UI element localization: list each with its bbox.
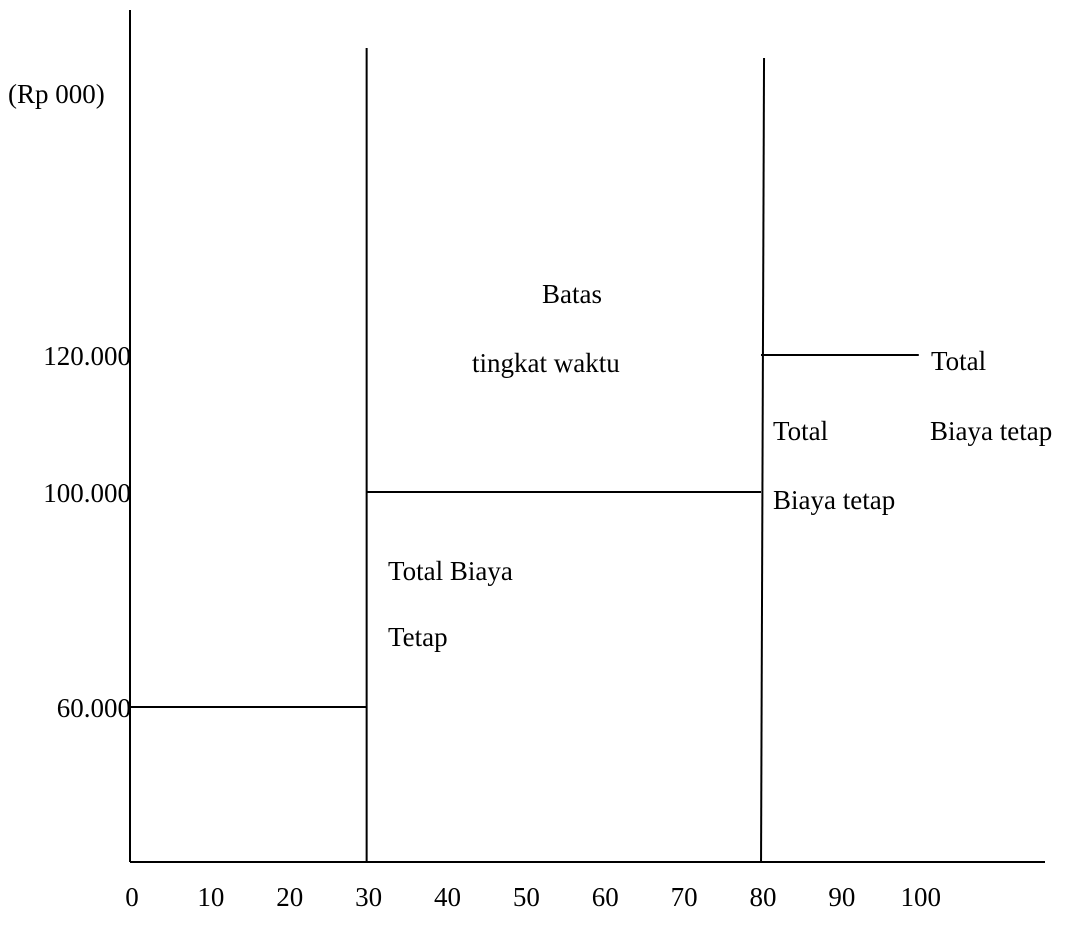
boundary-line xyxy=(760,57,766,863)
x-tick-label: 80 xyxy=(750,882,777,912)
annotation-line: Total Biaya xyxy=(388,556,513,586)
y-tick-label: 100.000 xyxy=(43,478,131,508)
y-tick-label: 120.000 xyxy=(43,341,131,371)
boundary-lines xyxy=(365,48,766,863)
x-tick-label: 10 xyxy=(197,882,224,912)
x-tick-label: 20 xyxy=(276,882,303,912)
annotation-line: tingkat waktu xyxy=(472,348,620,378)
cost-steps xyxy=(130,354,919,708)
y-tick-labels: 60.000 100.000 120.000 xyxy=(43,341,131,723)
x-tick-label: 0 xyxy=(125,882,139,912)
x-tick-labels: 0 10 20 30 40 50 60 70 80 90 100 xyxy=(125,882,941,912)
x-tick-label: 90 xyxy=(828,882,855,912)
annotation-line: Batas xyxy=(542,279,602,309)
x-tick-label: 40 xyxy=(434,882,461,912)
annotation-line: Total xyxy=(773,416,828,446)
y-axis-label: (Rp 000) xyxy=(8,79,105,109)
x-tick-label: 60 xyxy=(592,882,619,912)
x-tick-label: 70 xyxy=(671,882,698,912)
x-tick-label: 100 xyxy=(901,882,942,912)
annotation-line: Biaya tetap xyxy=(930,416,1052,446)
annotation-line: Biaya tetap xyxy=(773,485,895,515)
x-tick-label: 30 xyxy=(355,882,382,912)
y-tick-label: 60.000 xyxy=(57,693,131,723)
x-tick-label: 50 xyxy=(513,882,540,912)
annotation-line: Total xyxy=(931,346,986,376)
annotation-line: Tetap xyxy=(388,622,448,652)
